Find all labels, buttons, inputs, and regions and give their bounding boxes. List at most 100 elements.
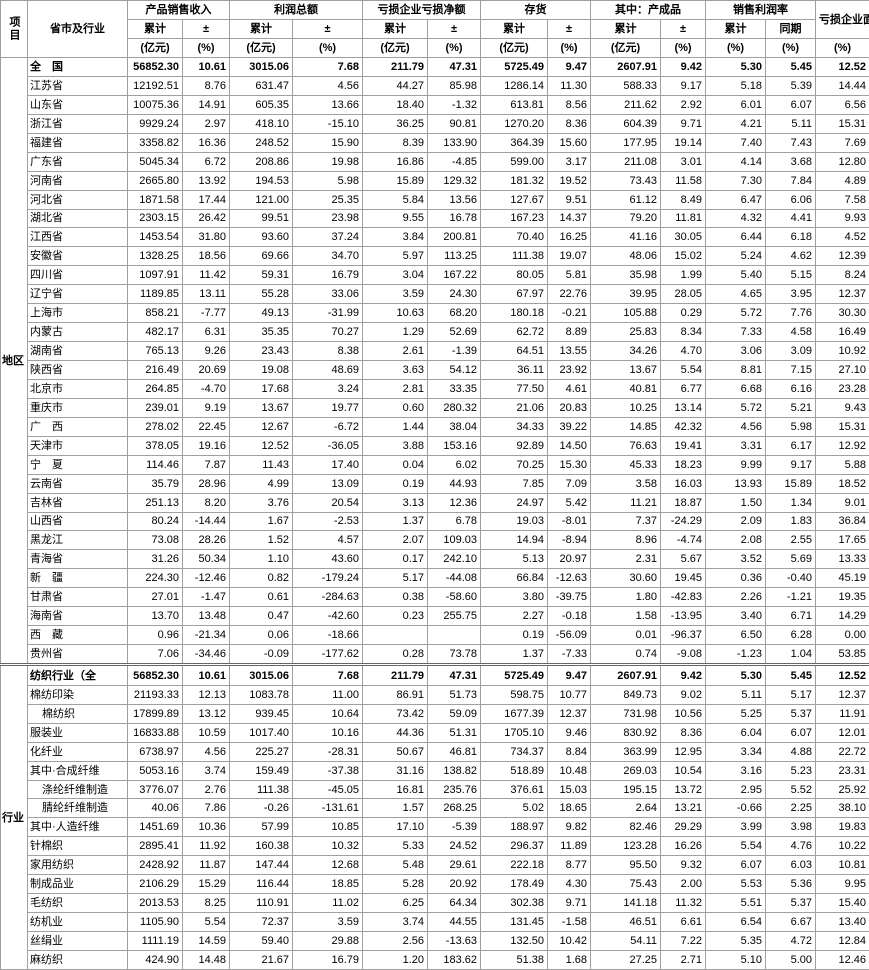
value-cell: 3.06 [705, 341, 766, 361]
value-cell: 9.99 [705, 454, 766, 475]
value-cell: 2.08 [705, 530, 766, 551]
value-cell: 19.45 [660, 568, 706, 589]
value-cell: 4.57 [292, 530, 363, 551]
value-cell: 28.26 [182, 530, 230, 551]
value-cell: 5.45 [765, 57, 816, 77]
value-cell: 9929.24 [127, 113, 183, 134]
value-cell: 45.33 [590, 454, 661, 475]
row-name: 制成品业 [27, 874, 128, 895]
value-cell: 5725.49 [480, 57, 548, 77]
value-cell: 1083.78 [229, 684, 293, 705]
value-cell: 16.78 [427, 208, 481, 229]
value-cell: 15.40 [815, 893, 869, 914]
row-name: 服装业 [27, 722, 128, 743]
value-cell: 0.96 [127, 625, 183, 646]
sub-header: ± [660, 19, 706, 39]
row-name: 上海市 [27, 303, 128, 324]
value-cell: 27.25 [590, 949, 661, 970]
value-cell: 1097.91 [127, 265, 183, 286]
value-cell: -2.53 [292, 511, 363, 532]
value-cell: 10.42 [547, 931, 591, 951]
value-cell: 0.06 [229, 625, 293, 646]
value-cell: 17.40 [292, 454, 363, 475]
value-cell: 12.67 [229, 416, 293, 437]
value-cell: 9.17 [765, 454, 816, 475]
value-cell: 4.62 [765, 246, 816, 267]
value-cell: -0.18 [547, 606, 591, 627]
value-cell: 13.67 [229, 397, 293, 418]
value-cell: -7.33 [547, 644, 591, 666]
value-cell: 849.73 [590, 684, 661, 705]
value-cell: 34.26 [590, 341, 661, 361]
value-cell: 939.45 [229, 703, 293, 724]
value-cell: 1.68 [547, 949, 591, 970]
unit-header: (%) [660, 38, 706, 58]
table-row: 制成品业 2106.29 15.29 116.44 18.85 5.28 20.92 178.… [1, 874, 869, 895]
value-cell: 30.60 [590, 568, 661, 589]
value-cell: 1453.54 [127, 227, 183, 248]
value-cell: 19.35 [815, 587, 869, 608]
value-cell: 0.00 [815, 625, 869, 646]
value-cell: 15.90 [292, 132, 363, 153]
table-row: 湖北省 2303.15 26.42 99.51 23.98 9.55 16.78 167.23… [1, 208, 869, 229]
value-cell: 9.55 [362, 208, 428, 229]
value-cell: 2.00 [660, 874, 706, 895]
value-cell: 39.95 [590, 284, 661, 305]
value-cell: 11.32 [660, 893, 706, 914]
table-row: 海南省 13.70 13.48 0.47 -42.60 0.23 255.75 2.27 -0.… [1, 606, 869, 627]
table-row: 吉林省 251.13 8.20 3.76 20.54 3.13 12.36 24.97 5.42… [1, 492, 869, 513]
value-cell: 7.06 [127, 644, 183, 666]
value-cell: 10.77 [547, 684, 591, 705]
value-cell: 1270.20 [480, 113, 548, 134]
value-cell: 111.38 [229, 779, 293, 800]
value-cell: 211.08 [590, 151, 661, 172]
value-cell: 16.79 [292, 949, 363, 970]
value-cell: 3.74 [362, 912, 428, 933]
value-cell: 11.43 [229, 454, 293, 475]
value-cell: -12.63 [547, 568, 591, 589]
section-label: 行业 [0, 663, 28, 970]
value-cell: 8.24 [815, 265, 869, 286]
value-cell: -28.31 [292, 741, 363, 762]
table-row: 云南省 35.79 28.96 4.99 13.09 0.19 44.93 7.85 7.09 3… [1, 473, 869, 494]
value-cell: 9.01 [815, 492, 869, 513]
value-cell: 2.07 [362, 530, 428, 551]
value-cell: -13.63 [427, 931, 481, 951]
value-cell: 35.98 [590, 265, 661, 286]
table-row: 山东省 10075.36 14.91 605.35 13.66 18.40 -1.32 613… [1, 94, 869, 115]
value-cell: 70.27 [292, 322, 363, 343]
value-cell: 13.33 [815, 549, 869, 570]
value-cell: 66.84 [480, 568, 548, 589]
value-cell: 76.63 [590, 435, 661, 456]
name-header: 省市及行业 [27, 0, 128, 58]
value-cell: 5.54 [660, 360, 706, 380]
value-cell: 2.26 [705, 587, 766, 608]
table-row: 针棉织 2895.41 11.92 160.38 10.32 5.33 24.52 296.3… [1, 836, 869, 857]
empty-cell [362, 625, 428, 646]
value-cell: 8.39 [362, 132, 428, 153]
value-cell: 1.34 [765, 492, 816, 513]
row-name: 黑龙江 [27, 530, 128, 551]
value-cell: 13.72 [660, 779, 706, 800]
table-row: 广东省 5045.34 6.72 208.86 19.98 16.86 -4.85 599.0… [1, 151, 869, 172]
row-name: 辽宁省 [27, 284, 128, 305]
empty-cell [427, 625, 481, 646]
value-cell: 18.52 [815, 473, 869, 494]
value-cell: 13.11 [182, 284, 230, 305]
value-cell: 731.98 [590, 703, 661, 724]
value-cell: 0.19 [480, 625, 548, 646]
value-cell: 5.51 [705, 893, 766, 914]
value-cell: 72.37 [229, 912, 293, 933]
value-cell: -42.83 [660, 587, 706, 608]
value-cell: 0.23 [362, 606, 428, 627]
value-cell: -177.62 [292, 644, 363, 666]
value-cell: 5.39 [765, 75, 816, 96]
value-cell: 6.77 [660, 378, 706, 399]
value-cell: 5045.34 [127, 151, 183, 172]
table-row: 服装业 16833.88 10.59 1017.40 10.16 44.36 51.31 17… [1, 722, 869, 743]
value-cell: 40.06 [127, 798, 183, 819]
value-cell: 3.80 [480, 587, 548, 608]
value-cell: 4.72 [765, 931, 816, 951]
value-cell: 21.06 [480, 397, 548, 418]
value-cell: 82.46 [590, 817, 661, 838]
